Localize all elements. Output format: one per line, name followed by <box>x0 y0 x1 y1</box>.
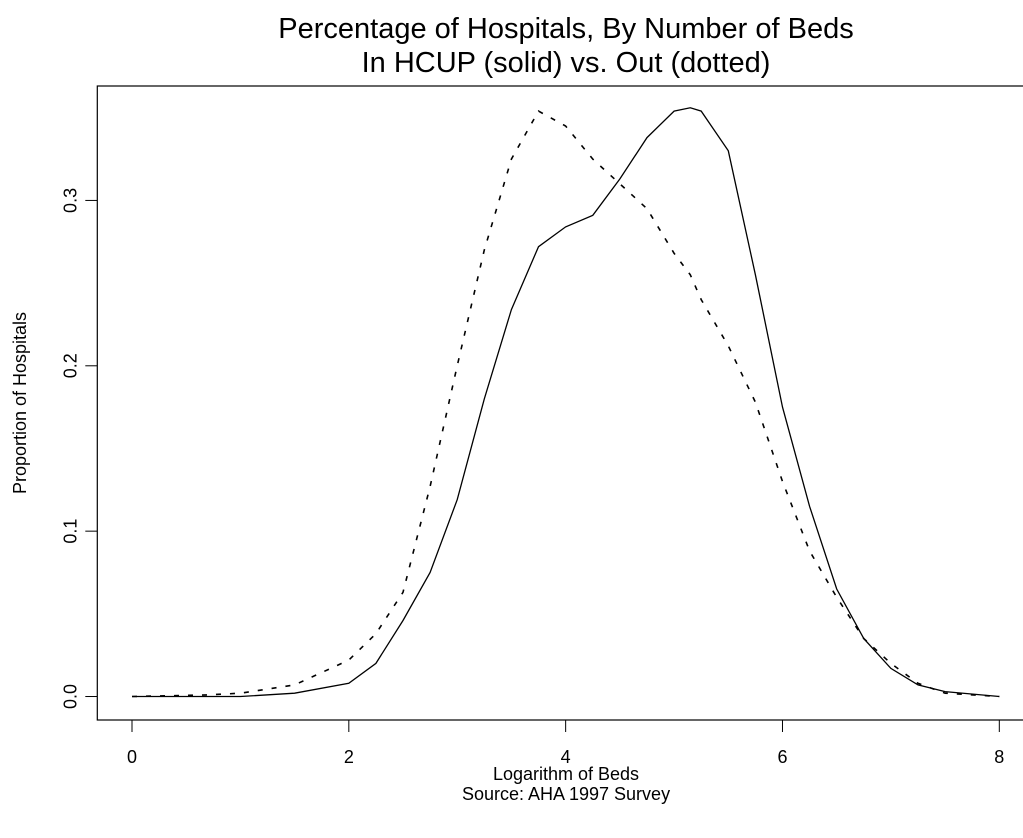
x-tick-label: 8 <box>994 747 1004 767</box>
series-line <box>131 110 1000 698</box>
x-tick-label: 2 <box>344 747 354 767</box>
x-tick-label: 6 <box>777 747 787 767</box>
series-line <box>132 107 1000 698</box>
y-tick-label: 0.0 <box>61 684 81 709</box>
y-tick-label: 0.2 <box>61 353 81 378</box>
x-axis-label: Logarithm of Beds <box>493 764 639 784</box>
chart-title: Percentage of Hospitals, By Number of Be… <box>278 13 853 45</box>
chart-subtitle: In HCUP (solid) vs. Out (dotted) <box>362 47 771 79</box>
y-tick-label: 0.3 <box>61 188 81 213</box>
plot-frame <box>96 85 1023 721</box>
y-tick-label: 0.1 <box>61 519 81 544</box>
y-axis-label: Proportion of Hospitals <box>10 312 30 494</box>
x-tick-label: 4 <box>561 747 571 767</box>
source-note: Source: AHA 1997 Survey <box>462 784 670 804</box>
x-tick-label: 0 <box>127 747 137 767</box>
